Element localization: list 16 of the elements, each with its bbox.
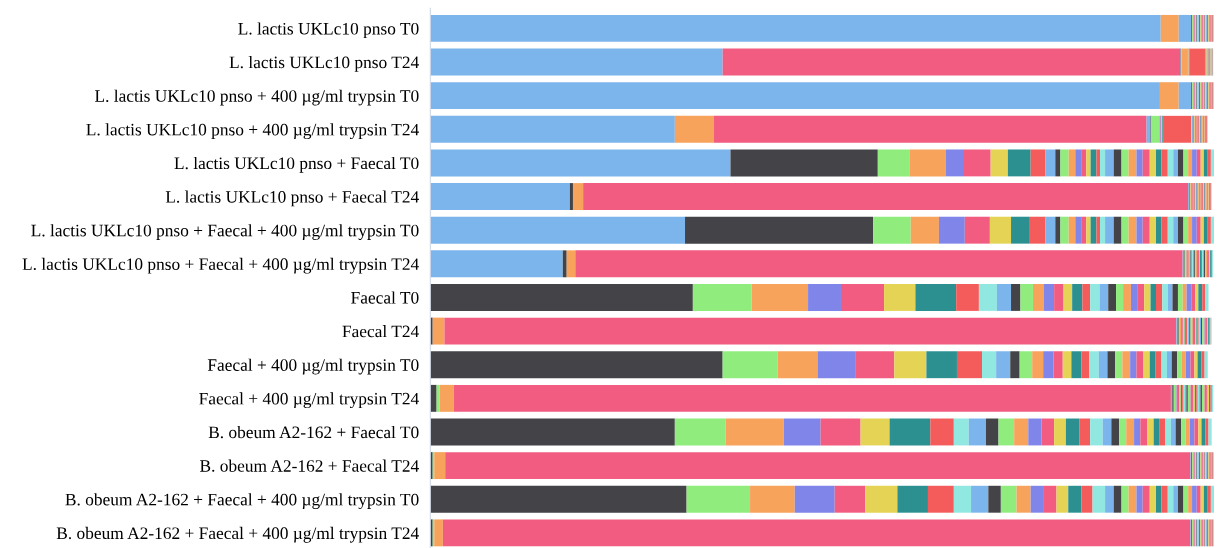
y-tick-label: L. lactis UKLc10 pnso + Faecal T24 [165,190,419,207]
y-tick-label: L. lactis UKLc10 pnso + 400 µg/ml trypsin T0 [94,89,419,106]
y-tick-label: B. obeum A2-162 + Faecal + 400 µg/ml trypsin T24 [56,526,419,543]
y-tick-label: L. lactis UKLc10 pnso T0 [238,22,419,39]
y-tick-label: L. lactis UKLc10 pnso + Faecal T0 [174,156,419,173]
y-tick-label: B. obeum A2-162 + Faecal T24 [200,459,419,472]
y-tick-label: Faecal T0 [351,291,419,304]
y-tick-label: L. lactis UKLc10 pnso + Faecal + 400 µg/ml trypsin T0 [31,224,419,240]
y-tick-label: L. lactis UKLc10 pnso T24 [229,56,419,72]
y-tick-label: Faecal + 400 µg/ml trypsin T24 [199,392,419,409]
y-tick-label: Faecal T24 [342,325,419,338]
y-tick-label: L. lactis UKLc10 pnso + Faecal + 400 µg/ml trypsin T24 [22,257,419,274]
y-tick-label: L. lactis UKLc10 pnso + 400 µg/ml trypsin T24 [86,123,419,140]
y-tick-label: Faecal + 400 µg/ml trypsin T0 [207,358,419,375]
y-tick-label: B. obeum A2-162 + Faecal + 400 µg/ml trypsin T0 [65,493,419,509]
y-tick-label: B. obeum A2-162 + Faecal T0 [208,425,419,439]
